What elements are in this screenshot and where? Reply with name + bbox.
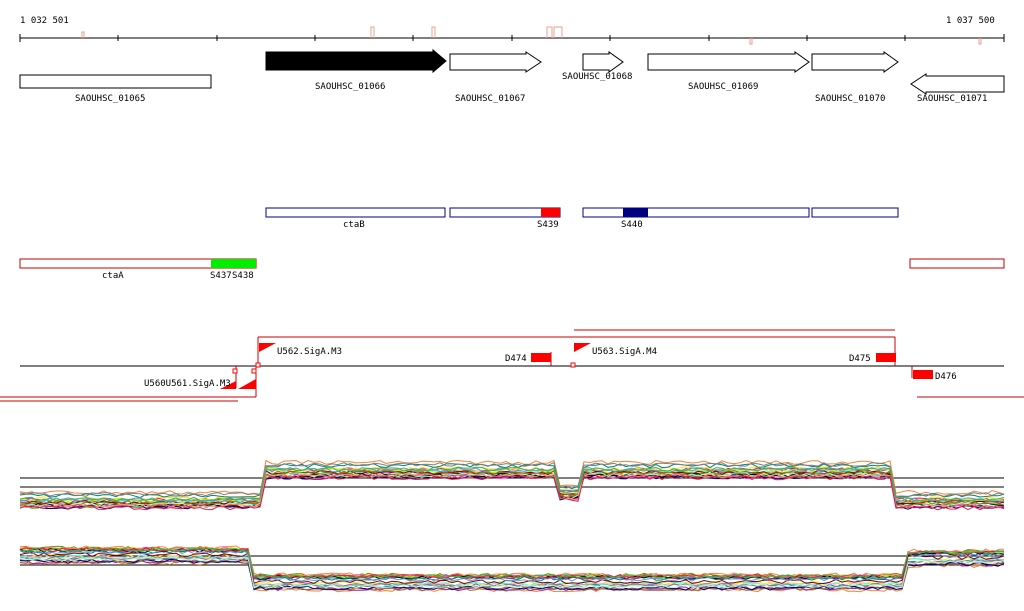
gene-label: SAOUHSC_01070 (815, 94, 885, 104)
operon-ctaa-label: ctaA (102, 271, 124, 281)
segment-s437-label: S437 (210, 271, 232, 281)
operon-box[interactable] (582, 207, 810, 218)
expression-profile-line (19, 469, 1005, 505)
terminator-d475[interactable]: D475 (849, 353, 896, 364)
operon-track-lower: ctaA S437 S438 (19, 258, 1005, 281)
terminator-d475-label: D475 (849, 354, 871, 364)
segment-s440[interactable] (623, 208, 648, 217)
promoter-u563[interactable]: U563.SigA.M4 (570, 343, 657, 368)
promoter-u562-label: U562.SigA.M3 (277, 347, 342, 357)
segment-s439-label: S439 (537, 220, 559, 230)
expression-profile-line (19, 545, 1005, 578)
gene-label: SAOUHSC_01067 (455, 94, 525, 104)
promoter-u560-u561[interactable]: U560U561.SigA.M3 (144, 368, 257, 389)
gene-label: SAOUHSC_01066 (315, 82, 385, 92)
transcription-track: U562.SigA.M3 U563.SigA.M4 U560U561.SigA.… (0, 329, 1024, 402)
expression-profile-line (19, 547, 1005, 580)
expression-profile-line (19, 475, 1005, 511)
promoter-u563-label: U563.SigA.M4 (592, 347, 657, 357)
expression-profile-line (19, 555, 1005, 588)
operon-ctab-box[interactable] (265, 207, 446, 218)
gene-saouhsc-01071[interactable]: SAOUHSC_01071 (910, 73, 1005, 104)
expression-track-forward (19, 459, 1005, 511)
segment-s439[interactable] (541, 208, 560, 217)
expression-track-reverse (19, 545, 1005, 593)
segment-s438[interactable] (211, 259, 256, 268)
gene-saouhsc-01066[interactable]: SAOUHSC_01066 (265, 48, 447, 92)
ruler-feature-marks (81, 26, 982, 45)
gene-saouhsc-01068[interactable]: SAOUHSC_01068 (562, 51, 632, 82)
gene-label: SAOUHSC_01065 (75, 94, 145, 104)
terminator-d476[interactable]: D476 (913, 370, 957, 382)
gene-label: SAOUHSC_01068 (562, 72, 632, 82)
terminator-d474-label: D474 (505, 354, 527, 364)
gene-label: SAOUHSC_01069 (688, 82, 758, 92)
expression-profile-line (19, 461, 1005, 497)
operon-box[interactable] (811, 207, 899, 218)
ruler-start-label: 1 032 501 (20, 16, 69, 26)
segment-s440-label: S440 (621, 220, 643, 230)
promoter-u560-label: U560U561.SigA.M3 (144, 379, 231, 389)
gene-track: SAOUHSC_01065 SAOUHSC_01066 SAOUHSC_0106… (19, 48, 1005, 104)
terminator-d476-label: D476 (935, 372, 957, 382)
gene-saouhsc-01070[interactable]: SAOUHSC_01070 (811, 51, 899, 104)
gene-saouhsc-01065[interactable]: SAOUHSC_01065 (19, 74, 212, 104)
operon-box[interactable] (909, 258, 1005, 269)
gene-label: SAOUHSC_01071 (917, 94, 987, 104)
segment-s438-label: S438 (232, 271, 254, 281)
gene-saouhsc-01067[interactable]: SAOUHSC_01067 (449, 51, 542, 104)
expression-profile-line (19, 473, 1005, 509)
operon-track-upper: ctaB S439 S440 (265, 207, 899, 230)
ruler-end-label: 1 037 500 (946, 16, 995, 26)
operon-ctab-label: ctaB (343, 220, 365, 230)
promoter-u562[interactable]: U562.SigA.M3 (255, 343, 342, 368)
ruler-ticks (19, 34, 1005, 42)
expression-profile-line (19, 556, 1005, 589)
expression-profile-line (19, 466, 1005, 502)
terminator-d474[interactable]: D474 (505, 353, 551, 364)
position-ruler: 1 032 501 1 037 500 (19, 16, 1005, 45)
gene-saouhsc-01069[interactable]: SAOUHSC_01069 (647, 51, 810, 92)
expression-profile-line (19, 549, 1005, 582)
